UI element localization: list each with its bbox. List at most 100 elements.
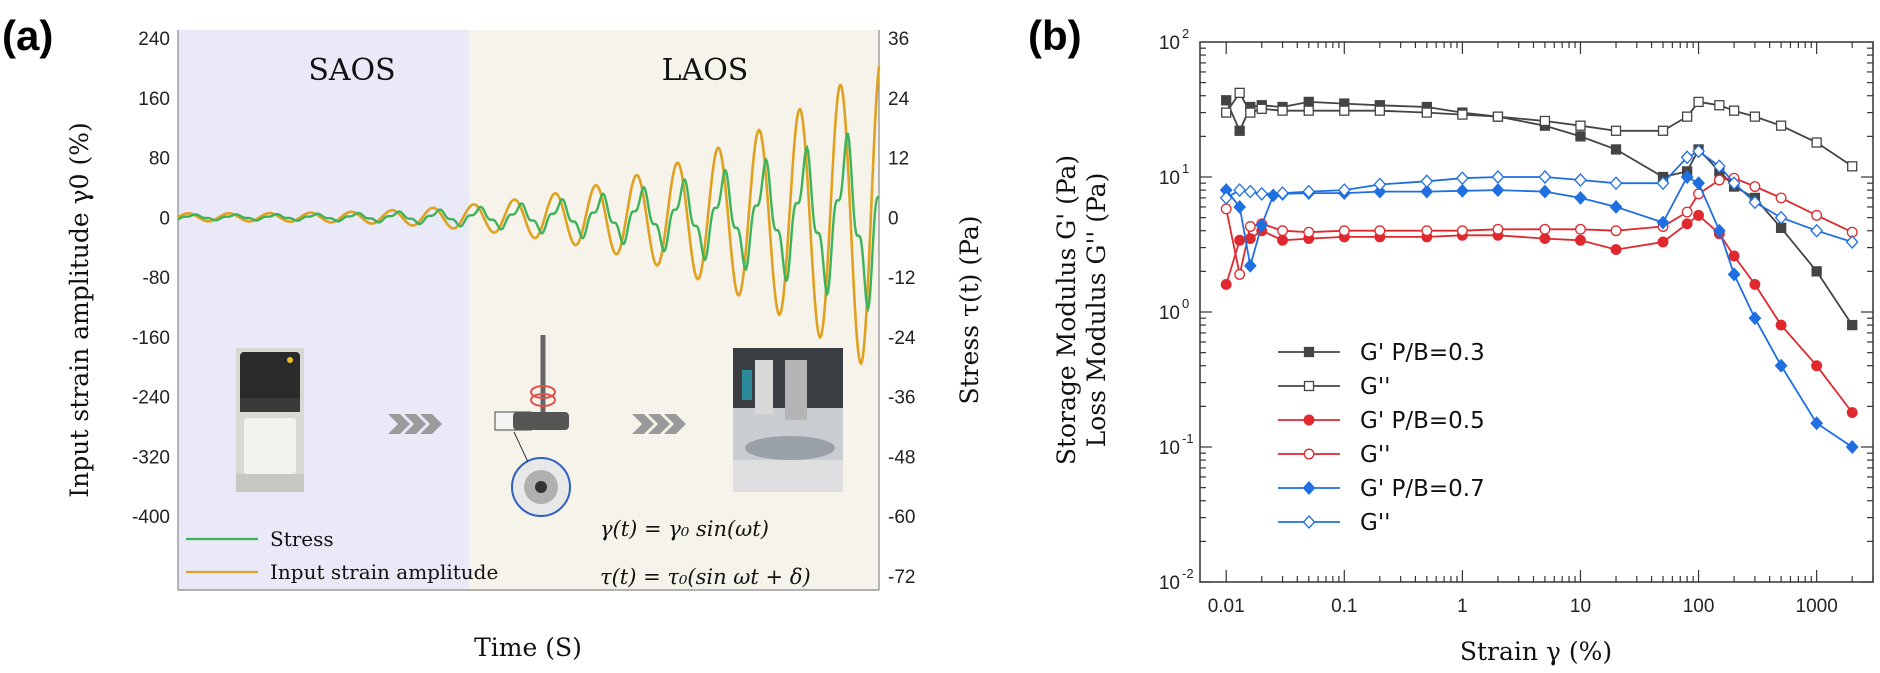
legend-label: G' P/B=0.7 — [1360, 476, 1485, 502]
chevron-arrow-icon — [632, 414, 686, 434]
data-point — [1539, 223, 1551, 235]
data-point — [1609, 176, 1623, 191]
data-point — [1455, 171, 1469, 186]
data-point — [1775, 319, 1787, 331]
y-tick-label: 10 — [1159, 168, 1180, 189]
data-point — [1728, 250, 1740, 262]
data-point — [1220, 278, 1232, 290]
data-point — [1714, 100, 1725, 111]
data-point — [1845, 235, 1859, 249]
data-point — [1245, 107, 1256, 118]
data-point — [1539, 115, 1551, 127]
data-point — [1574, 190, 1587, 205]
data-point — [1266, 188, 1280, 203]
data-point — [1749, 111, 1761, 122]
data-point — [1492, 223, 1504, 235]
legend-label: G'' — [1360, 442, 1390, 468]
data-point — [1846, 407, 1858, 418]
data-point — [1575, 234, 1586, 246]
data-point — [1693, 96, 1704, 108]
data-point — [1303, 226, 1315, 238]
data-point — [1303, 105, 1314, 116]
series-1 — [1221, 87, 1858, 172]
left-tick-label: -240 — [132, 388, 170, 409]
data-point — [1539, 233, 1551, 245]
y-tick-exponent: 1 — [1182, 161, 1189, 176]
data-point — [1774, 210, 1788, 225]
legend-label: G'' — [1360, 510, 1390, 536]
data-point — [1243, 258, 1257, 273]
series-line — [1225, 214, 1853, 414]
right-axis-title: Stress τ(t) (Pa) — [955, 216, 984, 405]
left-tick-label: -80 — [143, 268, 170, 289]
left-tick-label: 240 — [138, 29, 170, 50]
series-3 — [1220, 172, 1858, 280]
y-tick-exponent: 0 — [1182, 296, 1189, 311]
data-point — [1303, 96, 1314, 108]
laos-title: LAOS — [662, 53, 749, 88]
data-point — [1221, 107, 1232, 118]
data-point — [1713, 174, 1725, 186]
x-tick-labels: 0.01 0.1 1 10 100 1000 — [1208, 596, 1838, 617]
data-point — [1811, 266, 1822, 277]
data-point — [1712, 223, 1726, 238]
data-point — [1845, 440, 1859, 454]
data-point — [1810, 416, 1824, 431]
data-point — [1811, 209, 1823, 221]
data-point — [1656, 176, 1670, 191]
right-tick-label: 36 — [888, 29, 909, 50]
data-point — [1233, 183, 1247, 198]
data-point — [1373, 184, 1387, 199]
data-point — [1847, 319, 1858, 331]
data-point — [1421, 107, 1432, 118]
x-tick-label: 1000 — [1796, 596, 1838, 617]
data-point — [1456, 225, 1468, 237]
y-tick-label: 10 — [1159, 303, 1180, 324]
data-point — [1657, 236, 1669, 248]
panel-a-label: (a) — [2, 12, 53, 59]
data-point — [1277, 234, 1288, 246]
data-point — [1255, 218, 1269, 233]
data-point — [1692, 144, 1705, 159]
data-point — [1681, 111, 1693, 122]
right-tick-label: -72 — [888, 567, 915, 588]
b-x-axis-title: Strain γ (%) — [1460, 637, 1612, 666]
right-tick-label: 24 — [888, 89, 910, 110]
data-point — [1421, 225, 1433, 237]
data-point — [1243, 184, 1257, 199]
data-point — [1775, 120, 1787, 131]
data-point — [1847, 161, 1858, 172]
data-point — [1420, 184, 1434, 199]
data-point — [1728, 105, 1740, 116]
equation-strain: γ(t) = γ₀ sin(ωt) — [600, 517, 769, 541]
data-point — [1775, 192, 1787, 204]
modulus-series — [1219, 87, 1859, 454]
data-point — [1338, 225, 1350, 237]
data-point — [1233, 199, 1247, 214]
data-point — [1374, 105, 1385, 116]
data-point — [1574, 173, 1587, 187]
data-point — [1234, 125, 1245, 136]
data-point — [1337, 183, 1351, 198]
legend-label: G'' — [1360, 374, 1390, 400]
legend-strain-label: Input strain amplitude — [270, 560, 498, 584]
data-point — [1538, 184, 1552, 199]
data-point — [1492, 111, 1504, 122]
data-point — [1575, 131, 1586, 142]
left-axis-title: Input strain amplitude γ0 (%) — [65, 122, 94, 497]
data-point — [1575, 223, 1586, 235]
data-point — [1681, 218, 1693, 230]
data-point — [1680, 150, 1694, 165]
data-point — [1811, 360, 1823, 372]
data-point — [1302, 184, 1316, 199]
data-point — [1303, 380, 1315, 392]
data-point — [1775, 222, 1787, 234]
right-tick-label: 0 — [888, 208, 899, 229]
data-point — [1277, 105, 1288, 116]
data-point — [1256, 103, 1267, 114]
y-tick-label: 10 — [1159, 33, 1180, 54]
data-point — [1657, 125, 1669, 136]
data-point — [1277, 225, 1288, 237]
data-point — [1420, 174, 1434, 189]
left-tick-label: 160 — [138, 89, 170, 110]
